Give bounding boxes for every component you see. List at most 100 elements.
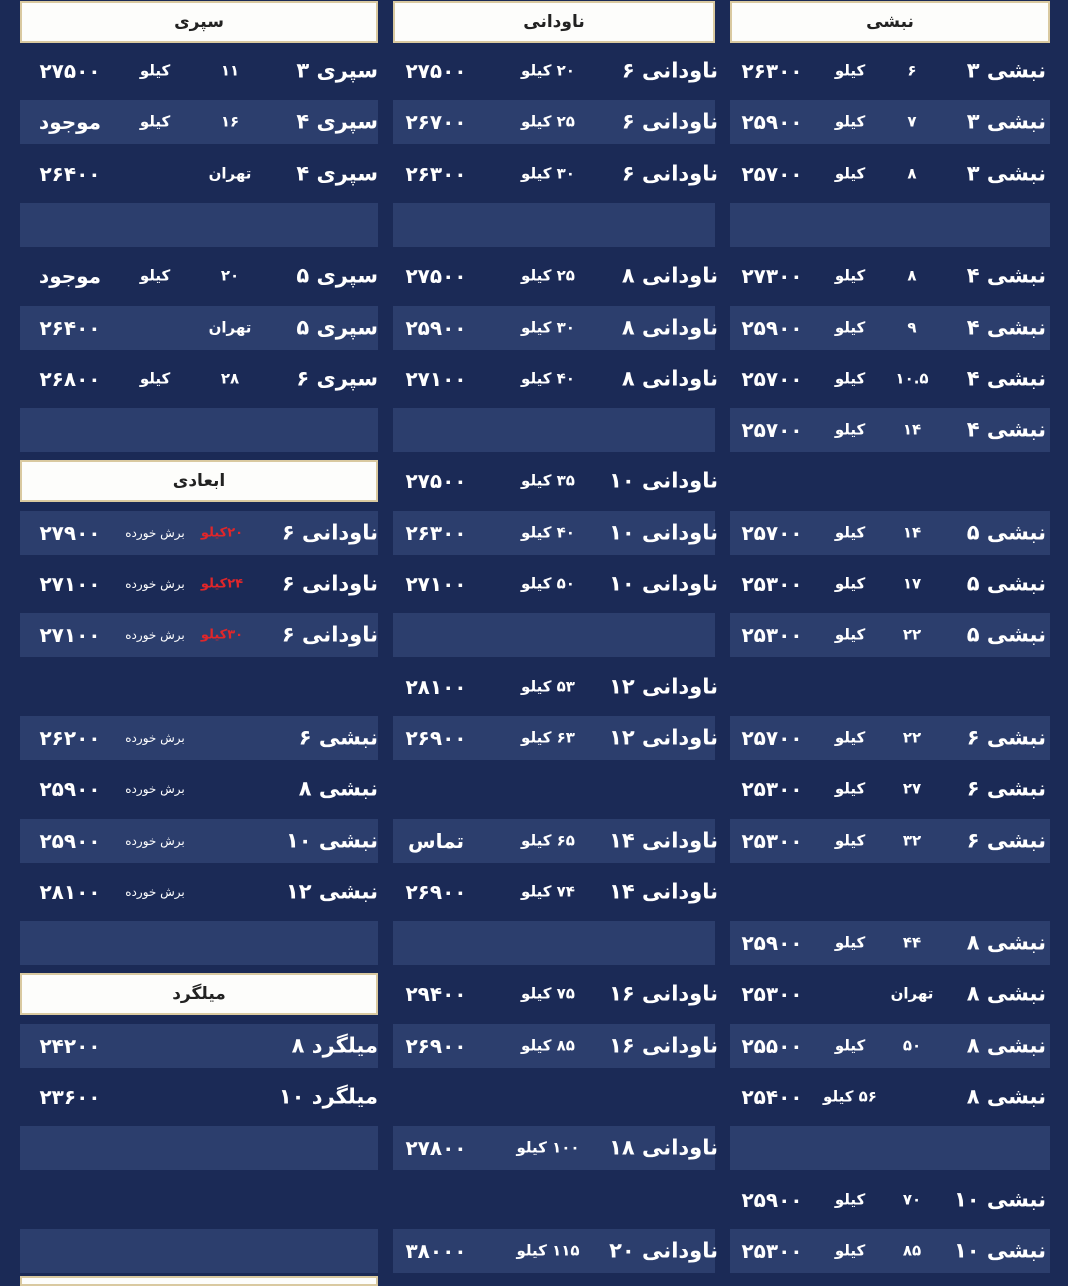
row-band <box>393 921 715 966</box>
item-price: ۲۹۴۰۰ <box>405 982 467 1007</box>
item-detail: ۳۰ کیلو <box>521 164 575 183</box>
section-header: ابعادی <box>20 460 378 503</box>
item-price: ۲۸۱۰۰ <box>405 674 467 699</box>
item-price: ۲۵۹۰۰ <box>741 315 803 340</box>
item-name: نبشی ۴ <box>966 263 1046 288</box>
item-detail: ۲۰کیلو <box>200 525 244 541</box>
item-price: ۲۷۳۰۰ <box>741 264 803 289</box>
item-detail: ۷۰ <box>902 1190 922 1209</box>
item-name: نبشی ۱۰ <box>285 828 378 852</box>
item-price: ۲۴۲۰۰ <box>39 1033 101 1058</box>
item-price: ۲۶۲۰۰ <box>39 725 101 750</box>
item-detail: ۴۴ <box>902 933 922 952</box>
item-price: تماس <box>407 828 465 853</box>
item-detail: کیلو <box>834 625 866 644</box>
item-name: میلگرد ۸ <box>291 1033 378 1058</box>
item-detail: ۱۴ <box>902 420 922 439</box>
row-band <box>393 305 715 350</box>
item-detail: کیلو <box>139 266 171 285</box>
item-detail: تهران <box>208 164 252 183</box>
item-price: ۲۳۶۰۰ <box>39 1085 101 1109</box>
row-band <box>393 613 715 658</box>
row-band <box>20 715 378 760</box>
row-band <box>20 613 378 658</box>
item-price: ۲۵۷۰۰ <box>741 520 803 545</box>
item-price: ۲۶۹۰۰ <box>405 1033 467 1058</box>
column-header: نبشی <box>730 1 1050 43</box>
item-price: موجود <box>38 110 102 135</box>
item-detail: ۱۷ <box>902 574 922 593</box>
item-detail: ۲۴کیلو <box>200 576 244 592</box>
item-name: نبشی ۵ <box>966 571 1046 596</box>
item-detail: ۴۰ کیلو <box>521 523 575 542</box>
item-name: نبشی ۸ <box>966 1033 1046 1058</box>
item-price: ۲۷۱۰۰ <box>405 366 467 391</box>
item-detail: ۳۲ <box>902 831 922 849</box>
item-detail: ۱۶ <box>220 112 240 131</box>
item-price: ۲۵۷۰۰ <box>741 725 803 750</box>
item-name: سپری ۳ <box>296 58 378 83</box>
item-price: ۲۵۹۰۰ <box>39 777 101 802</box>
item-price: ۲۵۳۰۰ <box>741 1238 803 1263</box>
item-detail: ۶ <box>907 61 917 80</box>
item-price: ۲۵۳۰۰ <box>741 777 803 802</box>
item-detail: ۲۲ <box>902 728 922 747</box>
column-header: ناودانی <box>393 1 715 43</box>
item-name: میلگرد ۱۰ <box>278 1084 378 1109</box>
item-detail: ۳۰ کیلو <box>521 318 575 336</box>
row-band <box>393 202 715 247</box>
row-band <box>20 1126 378 1171</box>
item-name: نبشی ۳ <box>966 161 1046 186</box>
item-detail: ۱۰.۵ <box>895 369 929 388</box>
item-detail: کیلو <box>834 574 866 593</box>
row-band <box>393 408 715 453</box>
item-price: ۲۶۷۰۰ <box>405 110 467 135</box>
item-price: ۲۵۷۰۰ <box>741 418 803 443</box>
row-band <box>20 305 378 350</box>
item-price: ۲۵۹۰۰ <box>39 828 101 853</box>
item-price: ۲۶۴۰۰ <box>39 161 101 186</box>
item-name: ناودانی ۱۶ <box>609 981 718 1006</box>
item-price: ۲۷۵۰۰ <box>39 59 101 83</box>
item-detail: ۹ <box>907 318 917 336</box>
item-name: نبشی ۵ <box>966 520 1046 545</box>
item-detail: ۲۵ کیلو <box>521 266 575 285</box>
row-band <box>20 100 378 145</box>
item-detail: کیلو <box>834 1036 866 1055</box>
item-price: ۲۶۹۰۰ <box>405 725 467 750</box>
item-detail: کیلو <box>139 369 171 388</box>
item-name: سپری ۴ <box>296 109 378 134</box>
item-detail: کیلو <box>139 61 171 80</box>
row-band <box>730 202 1050 247</box>
header-box <box>20 1276 378 1286</box>
item-price: ۲۷۱۰۰ <box>405 572 467 596</box>
item-name: ناودانی ۶ <box>621 109 718 134</box>
item-price: ۲۶۳۰۰ <box>405 161 467 186</box>
row-band <box>730 921 1050 966</box>
item-name: سپری ۵ <box>296 315 378 339</box>
item-detail: ۷۴ کیلو <box>521 882 575 901</box>
item-name: ناودانی ۸ <box>621 366 718 391</box>
item-detail: برش خورده <box>125 577 185 591</box>
row-band <box>730 1228 1050 1273</box>
item-name: سپری ۴ <box>296 161 378 186</box>
item-price: ۲۵۷۰۰ <box>741 161 803 186</box>
item-name: سپری ۶ <box>296 366 378 391</box>
item-price: ۳۸۰۰۰ <box>405 1238 467 1263</box>
item-price: ۲۶۴۰۰ <box>39 315 101 340</box>
item-name: نبشی ۱۰ <box>953 1187 1046 1212</box>
item-name: ناودانی ۱۰ <box>609 520 718 545</box>
item-detail: ۱۰۰ کیلو <box>516 1138 580 1157</box>
item-price: ۲۵۳۰۰ <box>741 572 803 596</box>
item-name: ناودانی ۶ <box>621 161 718 186</box>
row-band <box>730 408 1050 453</box>
item-detail: ۱۱ <box>220 61 240 80</box>
item-name: ناودانی ۱۰ <box>609 571 718 596</box>
item-price: ۲۷۵۰۰ <box>405 264 467 289</box>
item-price: ۲۵۳۰۰ <box>741 623 803 648</box>
item-price: ۲۵۹۰۰ <box>741 1187 803 1212</box>
item-name: ناودانی ۶ <box>281 622 378 647</box>
item-price: ۲۵۷۰۰ <box>741 366 803 391</box>
item-name: نبشی ۸ <box>966 1084 1046 1109</box>
item-name: نبشی ۶ <box>966 725 1046 750</box>
